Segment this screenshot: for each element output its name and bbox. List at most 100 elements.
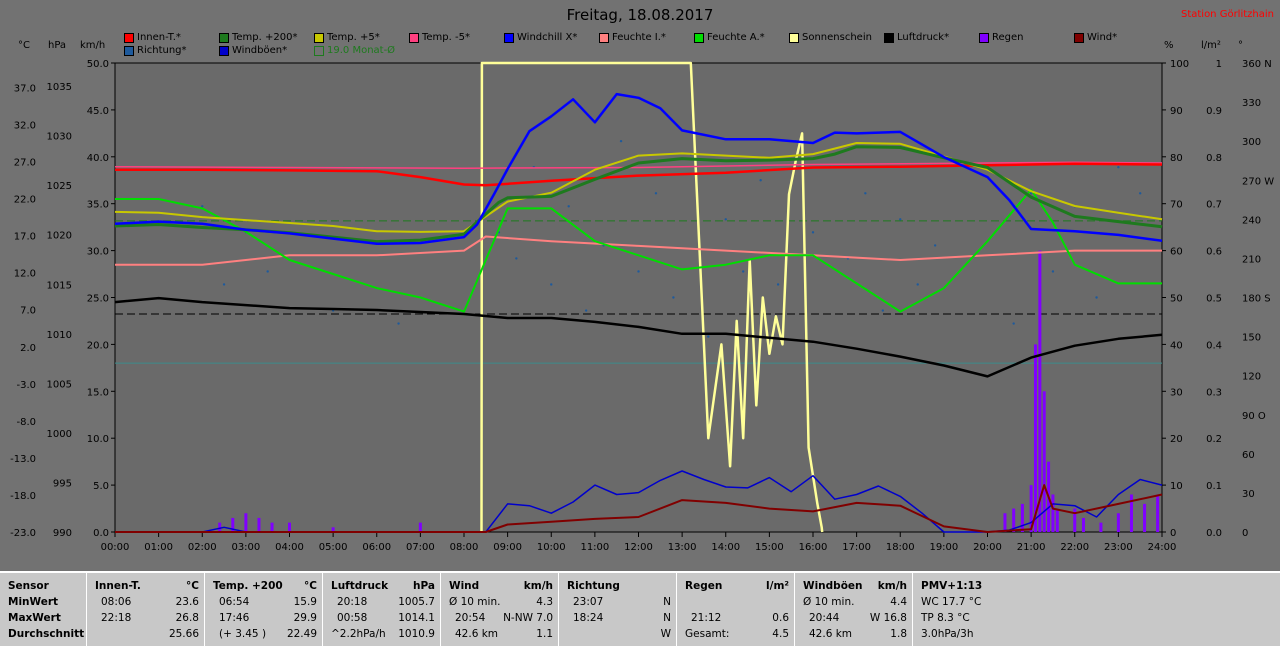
percent-tick-label: 0 — [1170, 528, 1176, 539]
percent-tick-label: 30 — [1170, 387, 1183, 398]
lm2-tick-label: 1 — [1216, 59, 1222, 70]
wind-line — [115, 484, 1163, 533]
rain-bar — [1129, 494, 1133, 532]
stats-unit: km/h — [523, 580, 553, 592]
rain-bar — [1116, 513, 1120, 532]
wind-direction-dot — [266, 270, 269, 273]
stats-header: Luftdruck — [331, 580, 389, 592]
x-tick-label: 16:00 — [799, 542, 828, 553]
hpa-tick-label: 1005 — [47, 379, 72, 390]
temp-plus5-line — [114, 142, 1163, 233]
rain-bar — [218, 522, 222, 532]
celsius-tick-label: -23.0 — [10, 528, 36, 539]
degree-tick-label: 60 — [1242, 450, 1255, 461]
stats-header: Regen — [685, 580, 723, 592]
wind-direction-dot — [1138, 192, 1142, 195]
rain-bar — [1029, 485, 1033, 532]
x-tick-label: 24:00 — [1148, 542, 1177, 553]
stats-table: Sensor MinWert MaxWert Durchschnitt Inne… — [0, 571, 1280, 646]
x-tick-label: 13:00 — [668, 542, 697, 553]
hpa-tick-label: 1025 — [47, 181, 72, 192]
rain-bar — [231, 517, 235, 532]
wind-direction-dot — [397, 322, 400, 325]
x-tick-label: 06:00 — [362, 542, 391, 553]
legend-label: Regen — [992, 32, 1024, 43]
stats-unit: hPa — [413, 580, 435, 592]
stats-value: W — [660, 628, 671, 640]
legend-swatch — [314, 45, 324, 56]
x-tick-label: 04:00 — [275, 542, 304, 553]
stats-col-richtung: Richtung 23:07 N 18:24 N W — [558, 573, 677, 646]
lm2-tick-label: 0.2 — [1206, 434, 1222, 445]
celsius-tick-label: 12.0 — [14, 269, 36, 280]
rain-bar — [331, 527, 335, 532]
row-label-max: MaxWert — [8, 612, 61, 624]
hpa-tick-label: 1015 — [47, 280, 72, 291]
legend-label: Temp. +200* — [232, 32, 298, 43]
legend-label: Sonnenschein — [802, 32, 872, 43]
stats-time: Gesamt: — [685, 628, 730, 640]
percent-tick-label: 70 — [1170, 200, 1183, 211]
legend-swatch — [314, 32, 324, 43]
x-tick-label: 11:00 — [580, 542, 609, 553]
degree-tick-label: 0 — [1242, 528, 1248, 539]
stats-time: 42.6 km — [455, 628, 499, 640]
stats-unit: km/h — [877, 580, 907, 592]
sunshine-line — [480, 61, 824, 533]
stats-time: 06:54 — [219, 596, 250, 608]
lm2-tick-label: 0.9 — [1206, 106, 1222, 117]
degree-tick-label: 120 — [1242, 372, 1261, 383]
stats-header: Windböen — [803, 580, 863, 592]
rain-bar — [1099, 522, 1103, 532]
unit-hpa: hPa — [48, 40, 67, 51]
stats-value: TP 8.3 °C — [921, 612, 970, 624]
celsius-tick-label: 2.0 — [20, 343, 36, 354]
stats-value: 1014.1 — [398, 612, 435, 624]
stats-time: 42.6 km — [809, 628, 853, 640]
x-tick-label: 05:00 — [319, 542, 348, 553]
kmh-tick-label: 15.0 — [87, 387, 109, 398]
legend-item-richtung: Richtung* — [124, 45, 187, 56]
percent-tick-label: 60 — [1170, 247, 1183, 258]
degree-tick-label: 270 W — [1242, 176, 1274, 187]
percent-tick-label: 80 — [1170, 153, 1183, 164]
windchill-line — [114, 92, 1163, 246]
stats-value: 23.6 — [175, 596, 199, 608]
stats-value: 1.1 — [536, 628, 553, 640]
row-label-avg: Durchschnitt — [8, 628, 85, 640]
legend-swatch — [1074, 32, 1084, 43]
wind-direction-dot — [864, 192, 867, 195]
rain-bar — [244, 513, 248, 532]
stats-col-sensor: Sensor MinWert MaxWert Durchschnitt — [0, 573, 86, 646]
degree-tick-label: 210 — [1242, 254, 1261, 265]
stats-value: 0.6 — [772, 612, 789, 624]
x-tick-label: 21:00 — [1017, 542, 1046, 553]
stats-unit: l/m² — [766, 580, 789, 592]
stats-time: 21:12 — [691, 612, 722, 624]
rain-bar — [1033, 344, 1037, 532]
x-tick-label: 22:00 — [1060, 542, 1089, 553]
degree-tick-label: 360 N — [1242, 59, 1272, 70]
legend-item-wind: Wind* — [1074, 32, 1117, 43]
stats-header: PMV+1:13 — [921, 580, 983, 592]
wind-direction-dot — [515, 257, 518, 260]
stats-time: 17:46 — [219, 612, 250, 624]
kmh-tick-label: 20.0 — [87, 340, 109, 351]
legend-label: Feuchte A.* — [707, 32, 765, 43]
stats-header: Sensor — [8, 580, 49, 592]
stats-unit: °C — [186, 580, 199, 592]
kmh-tick-label: 0.0 — [93, 528, 109, 539]
pressure-line — [114, 296, 1163, 378]
lm2-tick-label: 0.0 — [1206, 528, 1222, 539]
stats-value: 15.9 — [293, 596, 317, 608]
x-tick-label: 19:00 — [929, 542, 958, 553]
wind-direction-dot — [1029, 192, 1033, 195]
lm2-tick-label: 0.3 — [1206, 387, 1222, 398]
hpa-tick-label: 1020 — [47, 231, 72, 242]
x-tick-label: 08:00 — [450, 542, 479, 553]
stats-time: Ø 10 min. — [449, 596, 501, 608]
wind-gusts-line — [115, 470, 1163, 533]
wind-direction-dot — [222, 283, 226, 286]
stats-value: W 16.8 — [869, 612, 907, 624]
chart-title: Freitag, 18.08.2017 — [566, 6, 714, 24]
